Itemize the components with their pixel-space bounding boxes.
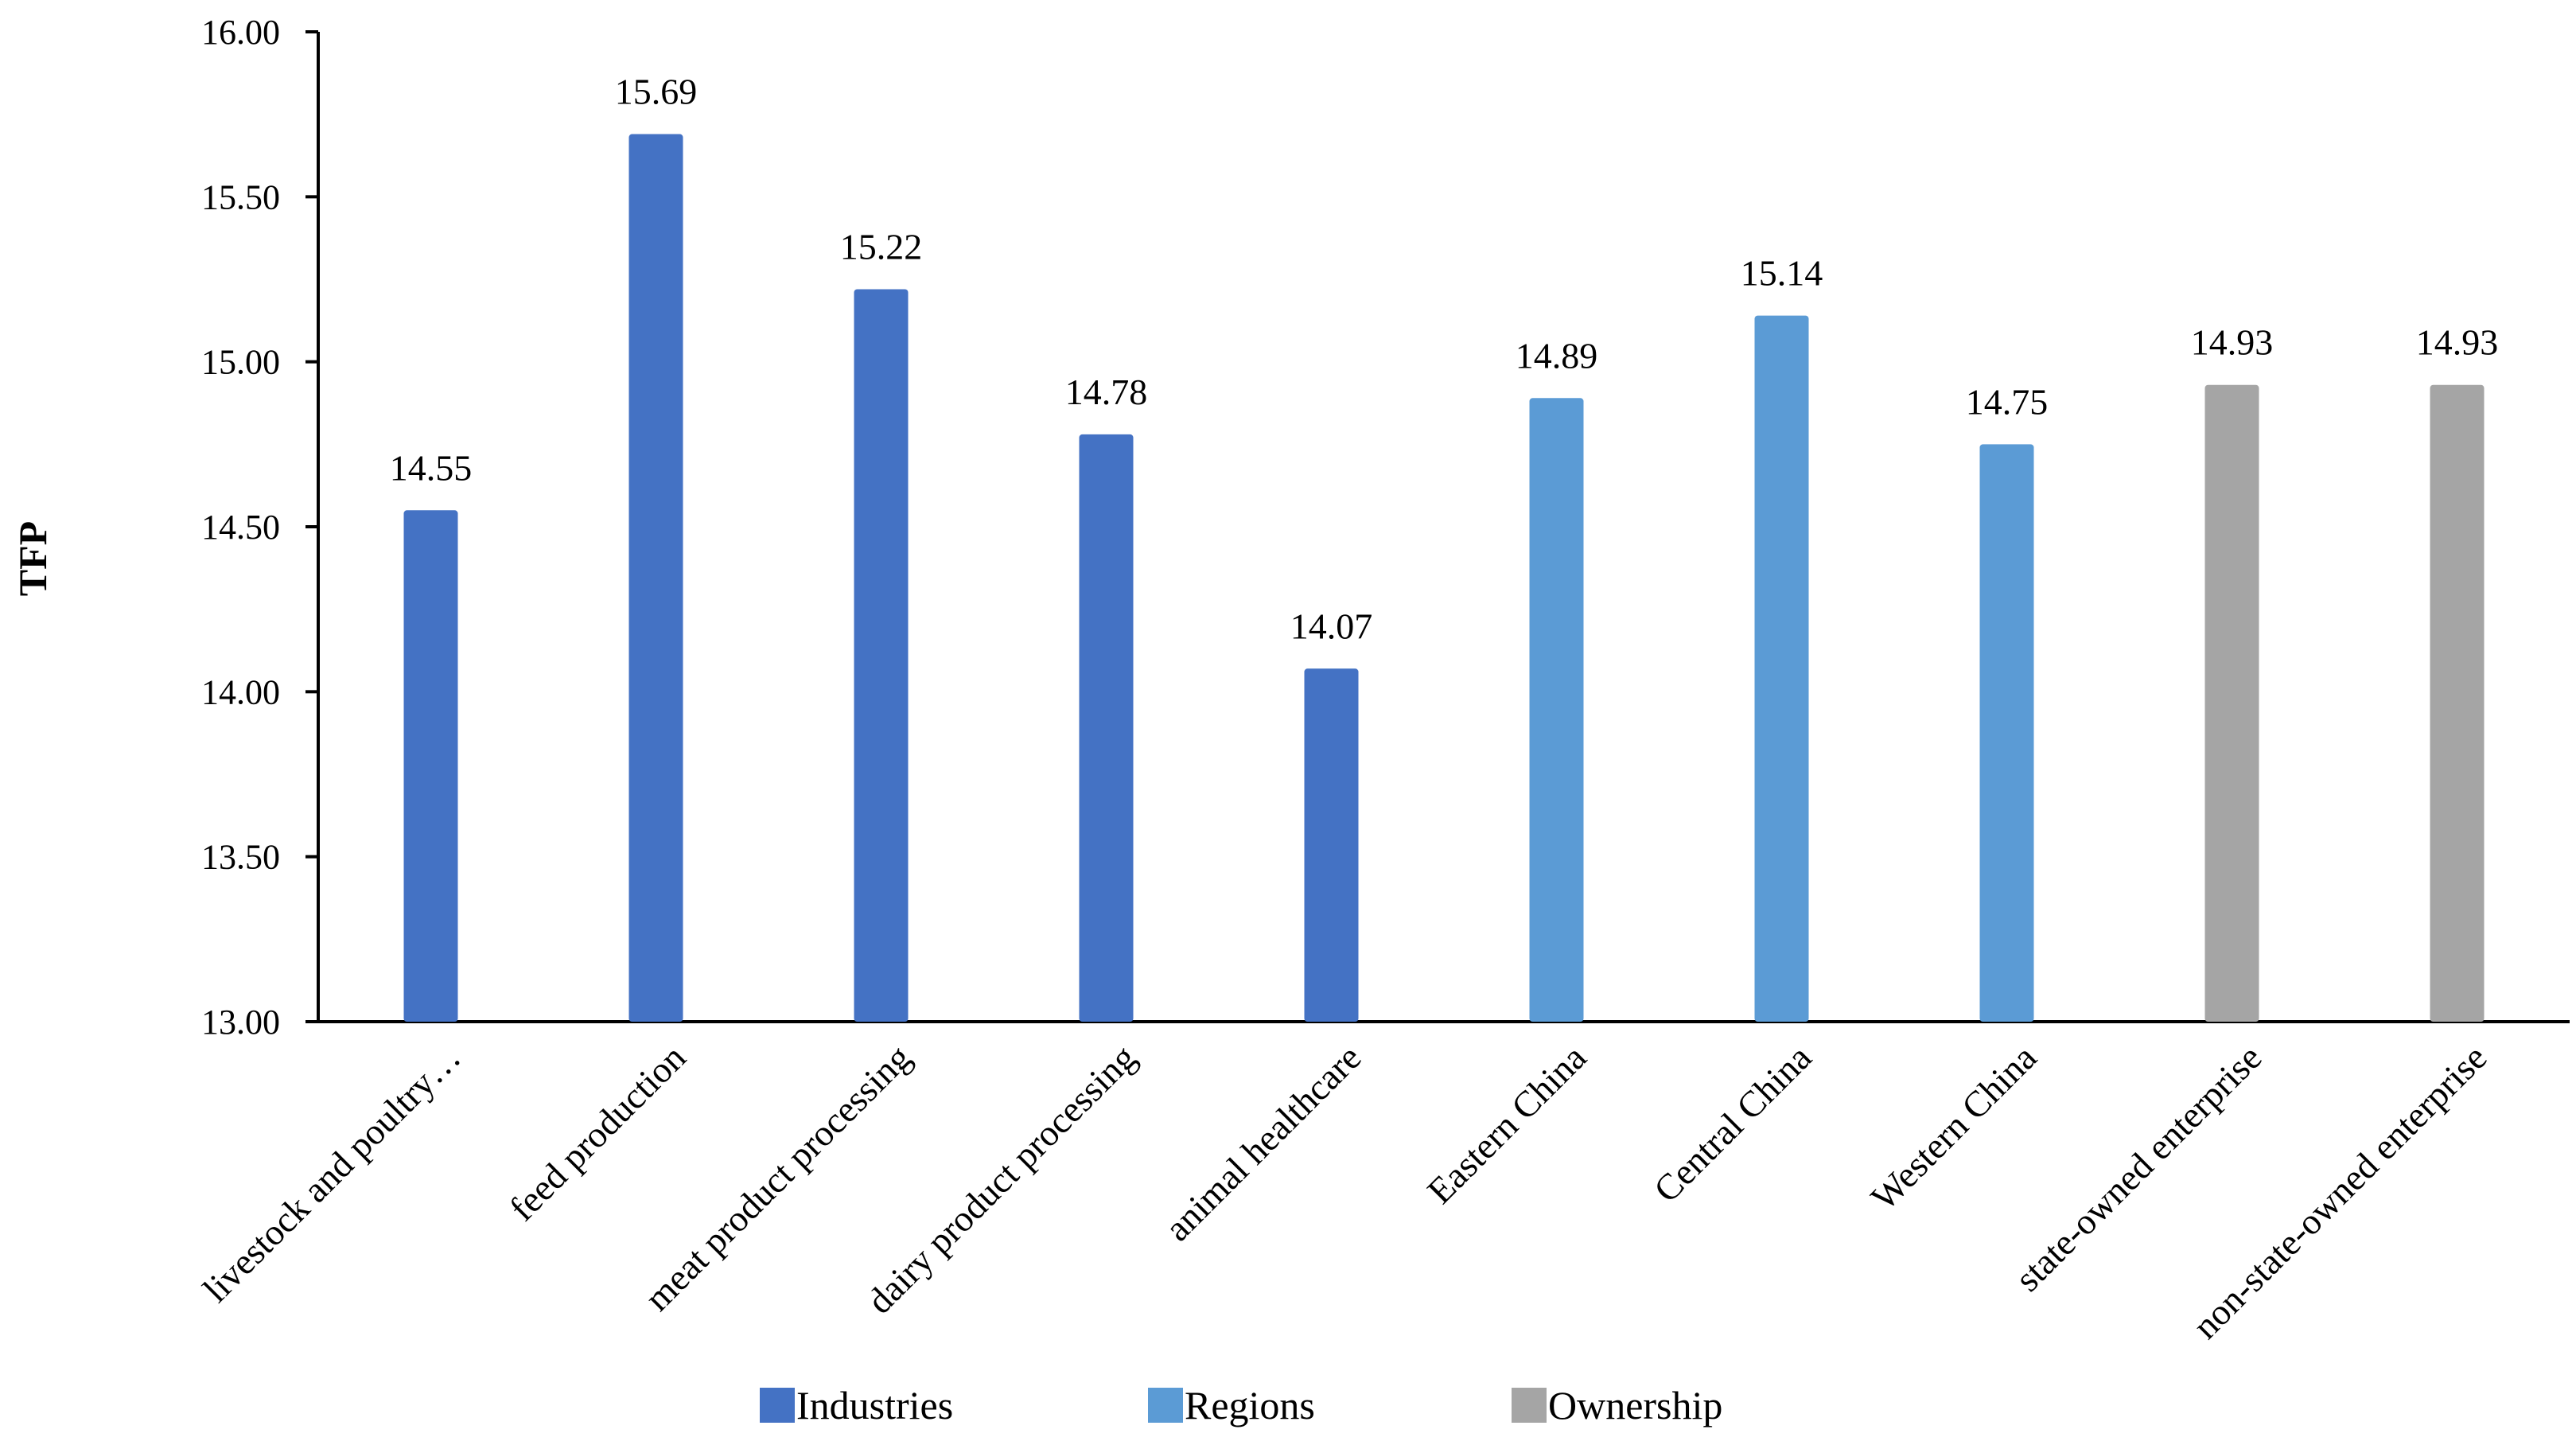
data-label-eastern-china: 14.89: [1516, 335, 1598, 376]
data-label-animal-healthcare: 14.07: [1290, 606, 1373, 646]
category-label-central-china: Central China: [1646, 1037, 1819, 1210]
data-label-dairy-product-processing: 14.78: [1065, 372, 1148, 412]
data-label-livestock-and-poultry: 14.55: [390, 447, 473, 488]
data-label-central-china: 15.14: [1741, 253, 1823, 294]
legend: Industries Regions Ownership: [760, 1383, 1722, 1427]
legend-label-regions: Regions: [1185, 1383, 1315, 1427]
legend-swatch-industries: [760, 1388, 795, 1423]
y-tick-label: 15.50: [201, 177, 280, 216]
y-axis-title: TFP: [10, 521, 55, 596]
bar-dairy-product-processing: [1079, 434, 1134, 1022]
category-labels: livestock and poultry… feed productionmea…: [195, 1037, 2494, 1346]
bar-animal-healthcare: [1304, 668, 1359, 1022]
data-label-meat-product-processing: 15.22: [840, 226, 923, 267]
data-label-western-china: 14.75: [1966, 381, 2049, 422]
y-tick-label: 13.50: [201, 838, 280, 877]
bar-livestock-and-poultry: [403, 510, 458, 1022]
y-tick-label: 14.50: [201, 508, 280, 547]
data-label-non-state-owned-enterprise: 14.93: [2416, 322, 2499, 363]
legend-label-ownership: Ownership: [1548, 1383, 1722, 1427]
y-tick-label: 14.00: [201, 672, 280, 711]
y-tick-label: 15.00: [201, 343, 280, 382]
category-label-state-owned-enterprise: state-owned enterprise: [2007, 1037, 2270, 1299]
bar-central-china: [1754, 315, 1809, 1022]
data-label-feed-production: 15.69: [615, 72, 698, 112]
bar-eastern-china: [1529, 398, 1584, 1022]
y-tick-label: 13.00: [201, 1003, 280, 1042]
category-label-livestock-and-poultry: livestock and poultry…: [195, 1037, 468, 1310]
bar-non-state-owned-enterprise: [2430, 384, 2485, 1022]
bar-western-china: [1979, 444, 2034, 1022]
legend-label-industries: Industries: [796, 1383, 953, 1427]
y-tick-label: 16.00: [201, 13, 280, 52]
category-label-western-china: Western China: [1863, 1037, 2045, 1218]
category-label-eastern-china: Eastern China: [1419, 1037, 1593, 1211]
category-label-feed-production: feed production: [501, 1037, 693, 1229]
legend-swatch-regions: [1148, 1388, 1183, 1423]
bars: 14.55 15.69 15.22 14.78 14.07 14.89 15.14 14.75…: [390, 72, 2499, 1022]
bar-state-owned-enterprise: [2204, 384, 2259, 1022]
bar-meat-product-processing: [854, 289, 909, 1022]
bar-feed-production: [628, 134, 683, 1022]
data-label-state-owned-enterprise: 14.93: [2191, 322, 2274, 363]
category-label-animal-healthcare: animal healthcare: [1157, 1037, 1368, 1248]
axes: 13.00 13.50 14.00 14.50 15.00 15.50 16.00: [201, 13, 2570, 1042]
legend-swatch-ownership: [1512, 1388, 1547, 1423]
